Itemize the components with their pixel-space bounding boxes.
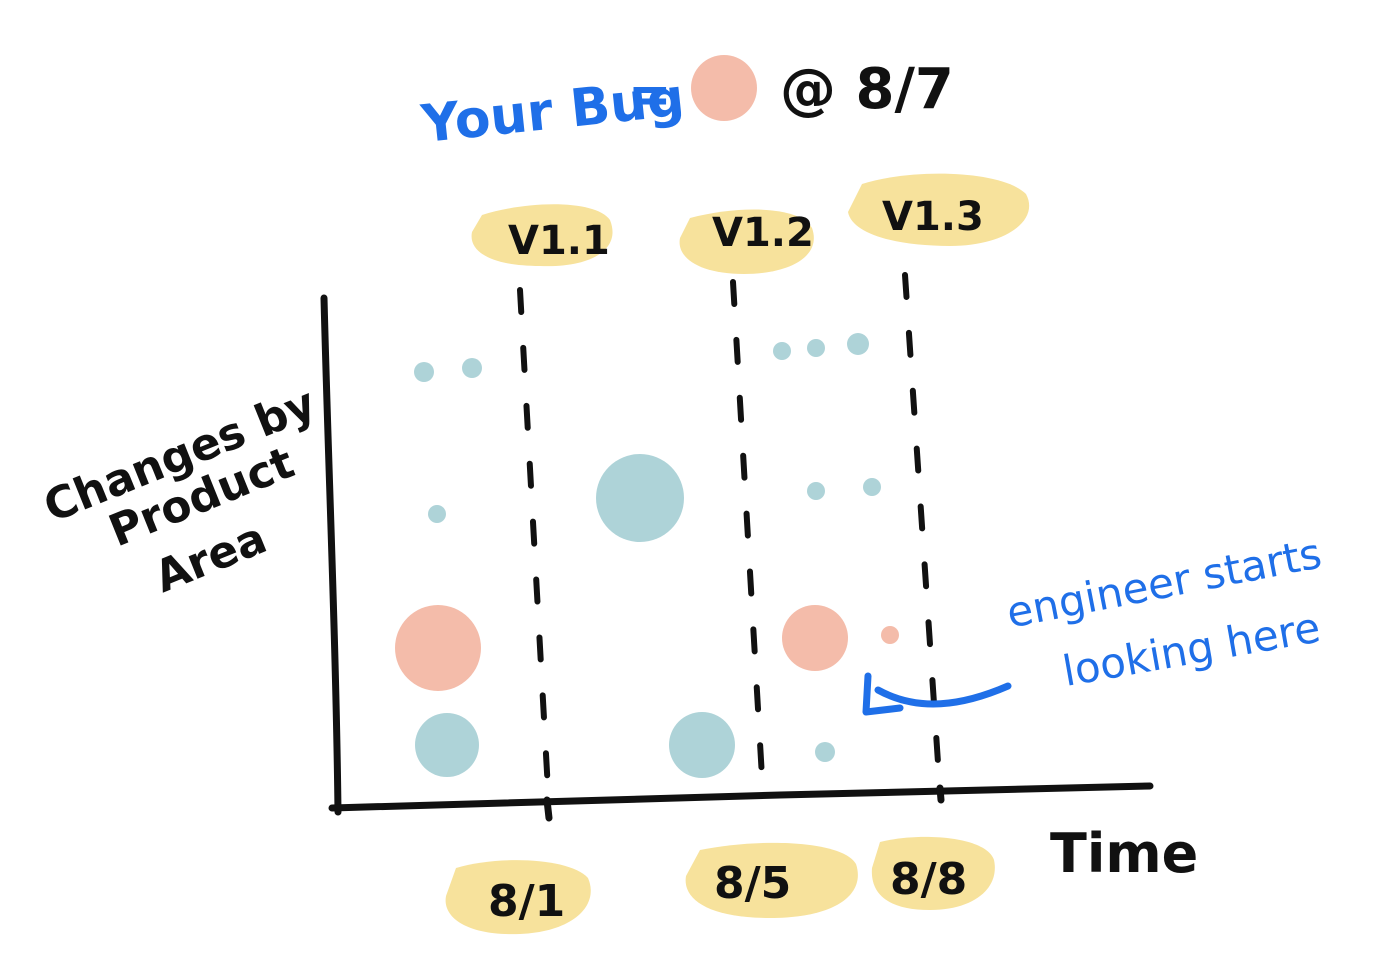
y-axis-label: Changes by Product Area bbox=[37, 378, 323, 603]
change-dot bbox=[815, 742, 835, 762]
change-dot bbox=[847, 333, 869, 355]
bug-related-change-dot bbox=[395, 605, 481, 691]
release-label-v1-1: V1.1 bbox=[508, 218, 610, 264]
x-axis-label: Time bbox=[1050, 822, 1198, 885]
release-line-v1-1 bbox=[517, 287, 551, 793]
date-label-8-8: 8/8 bbox=[890, 854, 967, 905]
date-highlight-8-8 bbox=[871, 836, 995, 910]
date-label-8-5: 8/5 bbox=[714, 858, 791, 909]
change-dots bbox=[395, 333, 899, 778]
change-dot bbox=[669, 712, 735, 778]
date-labels: 8/1 8/5 8/8 bbox=[445, 836, 995, 935]
date-highlight-8-5 bbox=[685, 842, 858, 918]
release-label-v1-2: V1.2 bbox=[712, 210, 814, 256]
y-axis-line bbox=[320, 294, 342, 816]
change-dot bbox=[414, 362, 434, 382]
bug-related-change-dot bbox=[881, 626, 899, 644]
date-highlight-8-1 bbox=[445, 860, 591, 935]
axes bbox=[320, 294, 1154, 822]
release-labels: V1.1 V1.2 V1.3 bbox=[471, 173, 1030, 274]
x-tick-8-1 bbox=[543, 796, 553, 822]
release-highlight-v1-1 bbox=[471, 204, 613, 267]
change-dot bbox=[596, 454, 684, 542]
bug-related-change-dot bbox=[782, 605, 848, 671]
change-dot bbox=[428, 505, 446, 523]
release-lines bbox=[517, 272, 943, 797]
annotation-arrow-head bbox=[862, 672, 904, 716]
date-label-8-1: 8/1 bbox=[488, 876, 565, 927]
change-dot bbox=[773, 342, 791, 360]
legend: Your Bug = @ 8/7 bbox=[418, 55, 954, 155]
release-line-v1-3 bbox=[902, 272, 943, 795]
change-dot bbox=[462, 358, 482, 378]
release-highlight-v1-3 bbox=[848, 173, 1030, 246]
annotation-arrow-curve bbox=[874, 682, 1012, 708]
x-tick-8-8 bbox=[936, 784, 945, 804]
legend-equals: = bbox=[628, 65, 672, 125]
legend-date: @ 8/7 bbox=[780, 57, 954, 122]
change-dot bbox=[863, 478, 881, 496]
release-highlight-v1-2 bbox=[679, 209, 814, 274]
bug-legend-dot bbox=[691, 55, 757, 121]
change-dot bbox=[807, 482, 825, 500]
change-dot bbox=[807, 339, 825, 357]
release-line-v1-2 bbox=[730, 279, 766, 797]
release-label-v1-3: V1.3 bbox=[882, 194, 984, 240]
x-axis-line bbox=[328, 782, 1154, 812]
change-dot bbox=[415, 713, 479, 777]
